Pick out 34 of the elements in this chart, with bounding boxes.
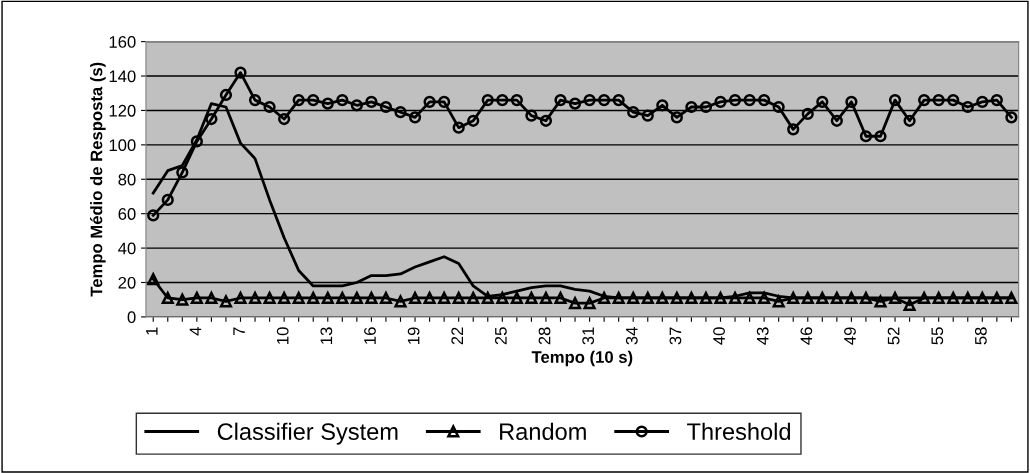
x-tick-label: 55 <box>931 327 944 345</box>
x-tick-label: 37 <box>669 327 682 345</box>
y-tick-label: 0 <box>127 311 136 324</box>
x-axis-title: Tempo (10 s) <box>531 350 633 367</box>
y-tick-label: 20 <box>118 276 136 289</box>
y-tick-label: 140 <box>109 70 136 83</box>
y-tick-label: 60 <box>118 208 136 220</box>
x-tick-label: 19 <box>407 327 420 344</box>
x-tick-label: 1 <box>146 327 158 335</box>
x-tick-label: 52 <box>887 327 900 345</box>
x-tick-label: 40 <box>713 327 725 345</box>
x-tick-label: 34 <box>625 327 638 345</box>
x-tick-label: 13 <box>320 327 333 344</box>
y-tick-label: 120 <box>109 104 136 117</box>
x-tick-label: 16 <box>364 327 376 344</box>
x-tick-label: 4 <box>189 327 202 336</box>
y-tick-label: 160 <box>109 36 136 48</box>
x-tick-label: 58 <box>974 327 987 345</box>
x-tick-label: 43 <box>756 327 769 345</box>
y-tick-label: 40 <box>118 242 136 255</box>
x-tick-label: 10 <box>276 327 289 344</box>
x-tick-label: 28 <box>538 327 551 345</box>
x-tick-label: 31 <box>582 327 595 345</box>
y-tick-label: 80 <box>118 173 136 186</box>
y-axis-title: Tempo Médio de Resposta (s) <box>89 62 106 297</box>
x-tick-label: 22 <box>451 327 463 345</box>
x-tick-label: 49 <box>844 327 856 345</box>
x-tick-label: 7 <box>233 327 245 336</box>
x-tick-label: 25 <box>494 327 507 345</box>
legend-label: Threshold <box>687 422 791 440</box>
legend-label: Classifier System <box>217 422 398 445</box>
y-tick-label: 100 <box>109 139 136 152</box>
legend-label: Random <box>500 422 586 440</box>
x-tick-label: 46 <box>800 327 813 345</box>
